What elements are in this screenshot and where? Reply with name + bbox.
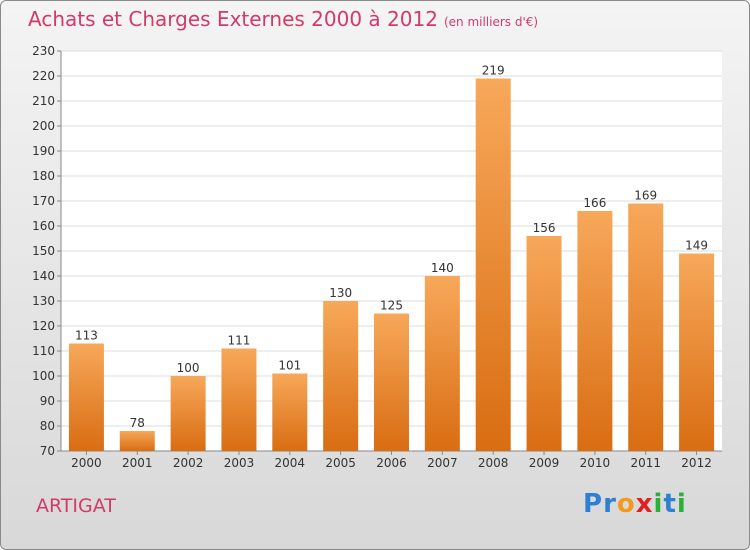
bar-2007 xyxy=(424,276,460,451)
x-tick-label-2006: 2006 xyxy=(376,456,407,470)
y-tick-label: 90 xyxy=(40,394,55,408)
x-tick-label-2003: 2003 xyxy=(224,456,255,470)
y-tick-label: 130 xyxy=(32,294,55,308)
bar-2008 xyxy=(475,78,511,451)
bar-2005 xyxy=(323,301,359,451)
logo-letter: P xyxy=(583,489,604,519)
data-label-2011: 169 xyxy=(634,189,657,203)
chart-unit: (en milliers d'€) xyxy=(443,15,539,29)
bar-2000 xyxy=(68,343,104,451)
commune-name: ARTIGAT xyxy=(36,495,116,517)
data-label-2001: 78 xyxy=(130,416,145,430)
data-label-2000: 113 xyxy=(75,329,98,343)
logo-letter: r xyxy=(603,489,617,519)
bar-2003 xyxy=(221,348,257,451)
x-tick-label-2000: 2000 xyxy=(71,456,102,470)
bar-2012 xyxy=(679,253,715,451)
y-tick-label: 140 xyxy=(32,269,55,283)
logo-letter: i xyxy=(653,489,664,519)
x-tick-label-2002: 2002 xyxy=(173,456,204,470)
y-tick-label: 170 xyxy=(32,194,55,208)
y-tick-label: 100 xyxy=(32,369,55,383)
bar-2004 xyxy=(272,373,308,451)
y-tick-label: 150 xyxy=(32,244,55,258)
y-tick-label: 220 xyxy=(32,69,55,83)
x-tick-label-2004: 2004 xyxy=(275,456,306,470)
logo-letter: o xyxy=(616,489,636,519)
y-tick-label: 190 xyxy=(32,144,55,158)
y-tick-label: 110 xyxy=(32,344,55,358)
bar-2002 xyxy=(170,376,206,451)
data-label-2004: 101 xyxy=(278,359,301,373)
x-tick-label-2007: 2007 xyxy=(427,456,458,470)
data-label-2006: 125 xyxy=(380,299,403,313)
logo-letter: x xyxy=(635,489,654,519)
x-tick-label-2011: 2011 xyxy=(630,456,661,470)
x-tick-label-2001: 2001 xyxy=(122,456,153,470)
y-tick-label: 70 xyxy=(40,444,55,458)
logo-letter: t xyxy=(663,489,677,519)
data-label-2007: 140 xyxy=(431,261,454,275)
x-tick-label-2012: 2012 xyxy=(681,456,712,470)
y-tick-label: 180 xyxy=(32,169,55,183)
data-label-2003: 111 xyxy=(228,334,251,348)
data-label-2012: 149 xyxy=(685,239,708,253)
y-tick-label: 160 xyxy=(32,219,55,233)
y-tick-label: 230 xyxy=(32,44,55,58)
data-label-2009: 156 xyxy=(533,221,556,235)
y-tick-label: 210 xyxy=(32,94,55,108)
y-tick-label: 80 xyxy=(40,419,55,433)
x-tick-label-2009: 2009 xyxy=(529,456,560,470)
bar-2010 xyxy=(577,211,613,451)
y-tick-label: 120 xyxy=(32,319,55,333)
proxiti-logo: Proxiti xyxy=(583,489,687,519)
bar-2009 xyxy=(526,236,562,451)
data-label-2010: 166 xyxy=(583,196,606,210)
data-label-2005: 130 xyxy=(329,286,352,300)
chart-title-text: Achats et Charges Externes 2000 à 2012 xyxy=(28,7,438,31)
chart-title: Achats et Charges Externes 2000 à 2012 (e… xyxy=(28,7,538,31)
bar-2011 xyxy=(628,203,664,451)
y-tick-label: 200 xyxy=(32,119,55,133)
bar-2001 xyxy=(119,431,155,451)
x-tick-label-2010: 2010 xyxy=(580,456,611,470)
data-label-2008: 219 xyxy=(482,64,505,78)
x-tick-label-2008: 2008 xyxy=(478,456,509,470)
data-label-2002: 100 xyxy=(177,361,200,375)
bar-2006 xyxy=(374,313,409,451)
x-tick-label-2005: 2005 xyxy=(325,456,356,470)
logo-letter: i xyxy=(676,489,687,519)
